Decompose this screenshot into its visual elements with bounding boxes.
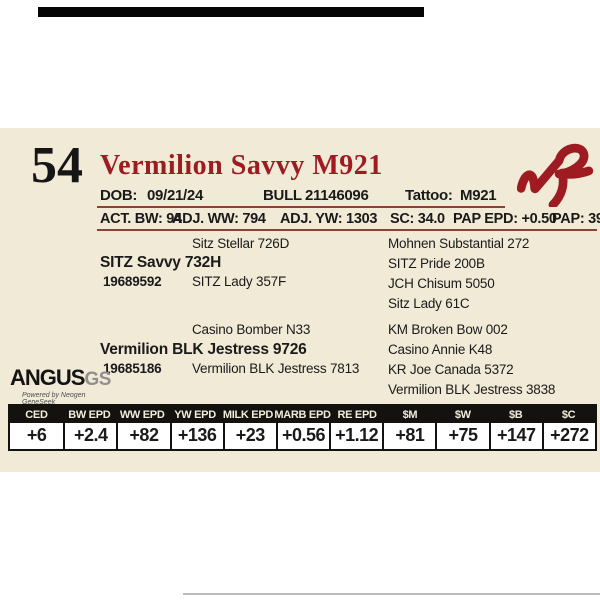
sex-label: BULL <box>263 187 302 204</box>
animal-name: Vermilion Savvy M921 <box>100 150 383 181</box>
registration-number: 21146096 <box>305 187 369 204</box>
epd-val-dollar-b: +147 <box>488 423 542 449</box>
sire-ancestor-2: SITZ Pride 200B <box>388 256 485 271</box>
tattoo-value: M921 <box>460 187 497 204</box>
epd-col-bw: BW EPD <box>68 409 111 421</box>
epd-table-header: CED BW EPD WW EPD YW EPD MILK EPD MARB E… <box>10 406 595 423</box>
epd-val-marb: +0.56 <box>275 423 329 449</box>
epd-col-dollar-b: $B <box>508 409 523 421</box>
sire-registration: 19689592 <box>103 274 162 289</box>
angus-gs-logo: ANGUSGS Powered by Neogen GeneSeek <box>10 365 120 407</box>
epd-col-ced: CED <box>25 409 48 421</box>
angus-logo-tagline: Powered by Neogen GeneSeek <box>22 392 86 406</box>
dob-label: DOB: <box>100 187 138 204</box>
epd-col-yw: YW EPD <box>174 409 216 421</box>
stat-act-bw: ACT. BW: 94 <box>100 211 182 227</box>
dam-grandsire: Casino Bomber N33 <box>192 322 311 337</box>
sire-name: SITZ Savvy 732H <box>100 254 222 271</box>
dam-ancestor-4: Vermilion BLK Jestress 3838 <box>388 382 556 397</box>
epd-val-dollar-m: +81 <box>382 423 435 449</box>
epd-col-dollar-w: $W <box>454 409 471 421</box>
stat-sc: SC: 34.0 <box>390 211 445 227</box>
epd-val-re: +1.12 <box>329 423 382 449</box>
sire-ancestor-3: JCH Chisum 5050 <box>388 276 495 291</box>
sire-granddam: SITZ Lady 357F <box>192 274 286 289</box>
epd-val-ced: +6 <box>26 425 47 445</box>
epd-table-values: +6 +2.4 +82 +136 +23 +0.56 +1.12 +81 +75… <box>10 423 595 449</box>
epd-col-marb: MARB EPD <box>274 409 331 421</box>
dam-ancestor-2: Casino Annie K48 <box>388 342 493 357</box>
stat-pap-epd: PAP EPD: +0.50 <box>453 211 557 227</box>
epd-val-yw: +136 <box>169 423 223 449</box>
angus-logo-text: ANGUS <box>10 365 85 390</box>
angus-gs-text: GS <box>84 369 111 390</box>
stat-adj-yw: ADJ. YW: 1303 <box>280 211 378 227</box>
tattoo-label: Tattoo: <box>405 187 453 204</box>
epd-col-re: RE EPD <box>337 409 377 421</box>
sire-ancestor-1: Mohnen Substantial 272 <box>388 236 530 251</box>
vermilion-ranch-brand-icon <box>517 143 594 207</box>
epd-val-ww: +82 <box>116 423 169 449</box>
cropped-next-entry-line <box>183 593 600 595</box>
divider-line-top <box>97 206 505 208</box>
epd-val-dollar-c: +272 <box>541 423 595 449</box>
epd-val-dollar-w: +75 <box>435 423 488 449</box>
stat-adj-ww: ADJ. WW: 794 <box>172 211 266 227</box>
sire-ancestor-4: Sitz Lady 61C <box>388 296 470 311</box>
cropped-previous-entry-bar <box>38 7 424 17</box>
dam-registration: 19685186 <box>103 361 162 376</box>
stat-pap: PAP: 39 <box>552 211 600 227</box>
dob-value: 09/21/24 <box>147 187 203 204</box>
epd-val-milk: +23 <box>222 423 276 449</box>
dam-granddam: Vermilion BLK Jestress 7813 <box>192 361 360 376</box>
lot-number: 54 <box>31 137 83 194</box>
epd-table: CED BW EPD WW EPD YW EPD MILK EPD MARB E… <box>8 404 597 451</box>
epd-col-dollar-c: $C <box>561 409 576 421</box>
epd-col-milk: MILK EPD <box>222 409 273 421</box>
epd-val-bw: +2.4 <box>63 423 116 449</box>
sire-grandsire: Sitz Stellar 726D <box>192 236 290 251</box>
epd-col-ww: WW EPD <box>119 409 165 421</box>
epd-col-dollar-m: $M <box>402 409 418 421</box>
dam-ancestor-1: KM Broken Bow 002 <box>388 322 508 337</box>
divider-line-bottom <box>97 229 597 231</box>
dam-ancestor-3: KR Joe Canada 5372 <box>388 362 514 377</box>
dam-name: Vermilion BLK Jestress 9726 <box>100 341 307 358</box>
